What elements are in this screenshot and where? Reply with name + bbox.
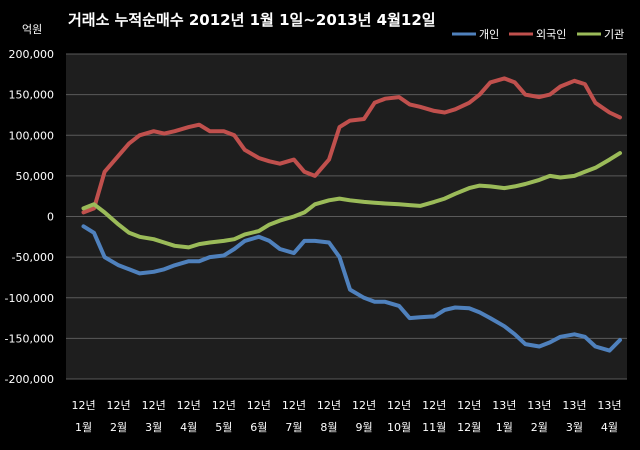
y-tick-label: 200,000 [9, 48, 55, 61]
x-tick-month: 7월 [285, 421, 302, 434]
x-tick-month: 4월 [601, 421, 618, 434]
x-tick-month: 9월 [355, 421, 372, 434]
y-tick-label: 100,000 [9, 129, 55, 142]
x-tick-month: 10월 [387, 421, 411, 434]
grid-lines [66, 53, 627, 380]
x-tick-year: 13년 [527, 399, 551, 412]
x-tick-year: 12년 [422, 399, 446, 412]
x-tick-month: 2월 [110, 421, 127, 434]
y-tick-label: 50,000 [16, 170, 55, 183]
y-axis-ticks: 200,000 150,000 100,000 50,000 0 -50,000 -100,… [5, 48, 54, 386]
x-tick-year: 12년 [282, 399, 306, 412]
x-tick-year: 13년 [562, 399, 586, 412]
y-tick-label: -150,000 [5, 332, 54, 345]
legend-label: 기관 [604, 28, 624, 41]
y-tick-label: -50,000 [12, 251, 54, 264]
x-tick-year: 12년 [71, 399, 95, 412]
y-tick-label: 150,000 [9, 89, 55, 102]
x-tick-month: 5월 [215, 421, 232, 434]
x-tick-year: 12년 [212, 399, 236, 412]
x-tick-year: 12년 [107, 399, 131, 412]
x-tick-month: 2월 [531, 421, 548, 434]
x-tick-month: 3월 [566, 421, 583, 434]
series-lines [81, 76, 622, 353]
legend: 개인 외국인 기관 [452, 28, 624, 41]
x-tick-month: 1월 [496, 421, 513, 434]
x-tick-year: 12년 [142, 399, 166, 412]
x-tick-year: 12년 [387, 399, 411, 412]
x-tick-month: 3월 [145, 421, 162, 434]
x-tick-year: 13년 [492, 399, 516, 412]
x-tick-year: 12년 [457, 399, 481, 412]
series-line-1 [81, 76, 622, 215]
x-tick-month: 11월 [422, 421, 446, 434]
x-tick-year: 12년 [177, 399, 201, 412]
x-tick-month: 6월 [250, 421, 267, 434]
y-tick-label: -100,000 [5, 292, 54, 305]
x-tick-month: 4월 [180, 421, 197, 434]
x-tick-year: 12년 [247, 399, 271, 412]
x-tick-month: 8월 [320, 421, 337, 434]
x-axis-ticks: 12년 1월 12년 2월 12년 3월 12년 4월 12년 5월 12년 6월 12년 7월 12년 8월… [71, 399, 621, 434]
legend-label: 개인 [479, 28, 499, 41]
series-line-0 [81, 224, 622, 353]
x-tick-year: 13년 [597, 399, 621, 412]
unit-label: 억원 [22, 23, 42, 36]
x-tick-month: 1월 [75, 421, 92, 434]
x-tick-year: 12년 [352, 399, 376, 412]
y-tick-label: 0 [47, 211, 54, 224]
x-tick-year: 12년 [317, 399, 341, 412]
x-tick-month: 12월 [457, 421, 481, 434]
series-line-2 [81, 151, 622, 250]
chart-title: 거래소 누적순매수 2012년 1월 1일~2013년 4월12일 [68, 11, 436, 29]
legend-label: 외국인 [536, 28, 566, 41]
y-tick-label: -200,000 [5, 373, 54, 386]
